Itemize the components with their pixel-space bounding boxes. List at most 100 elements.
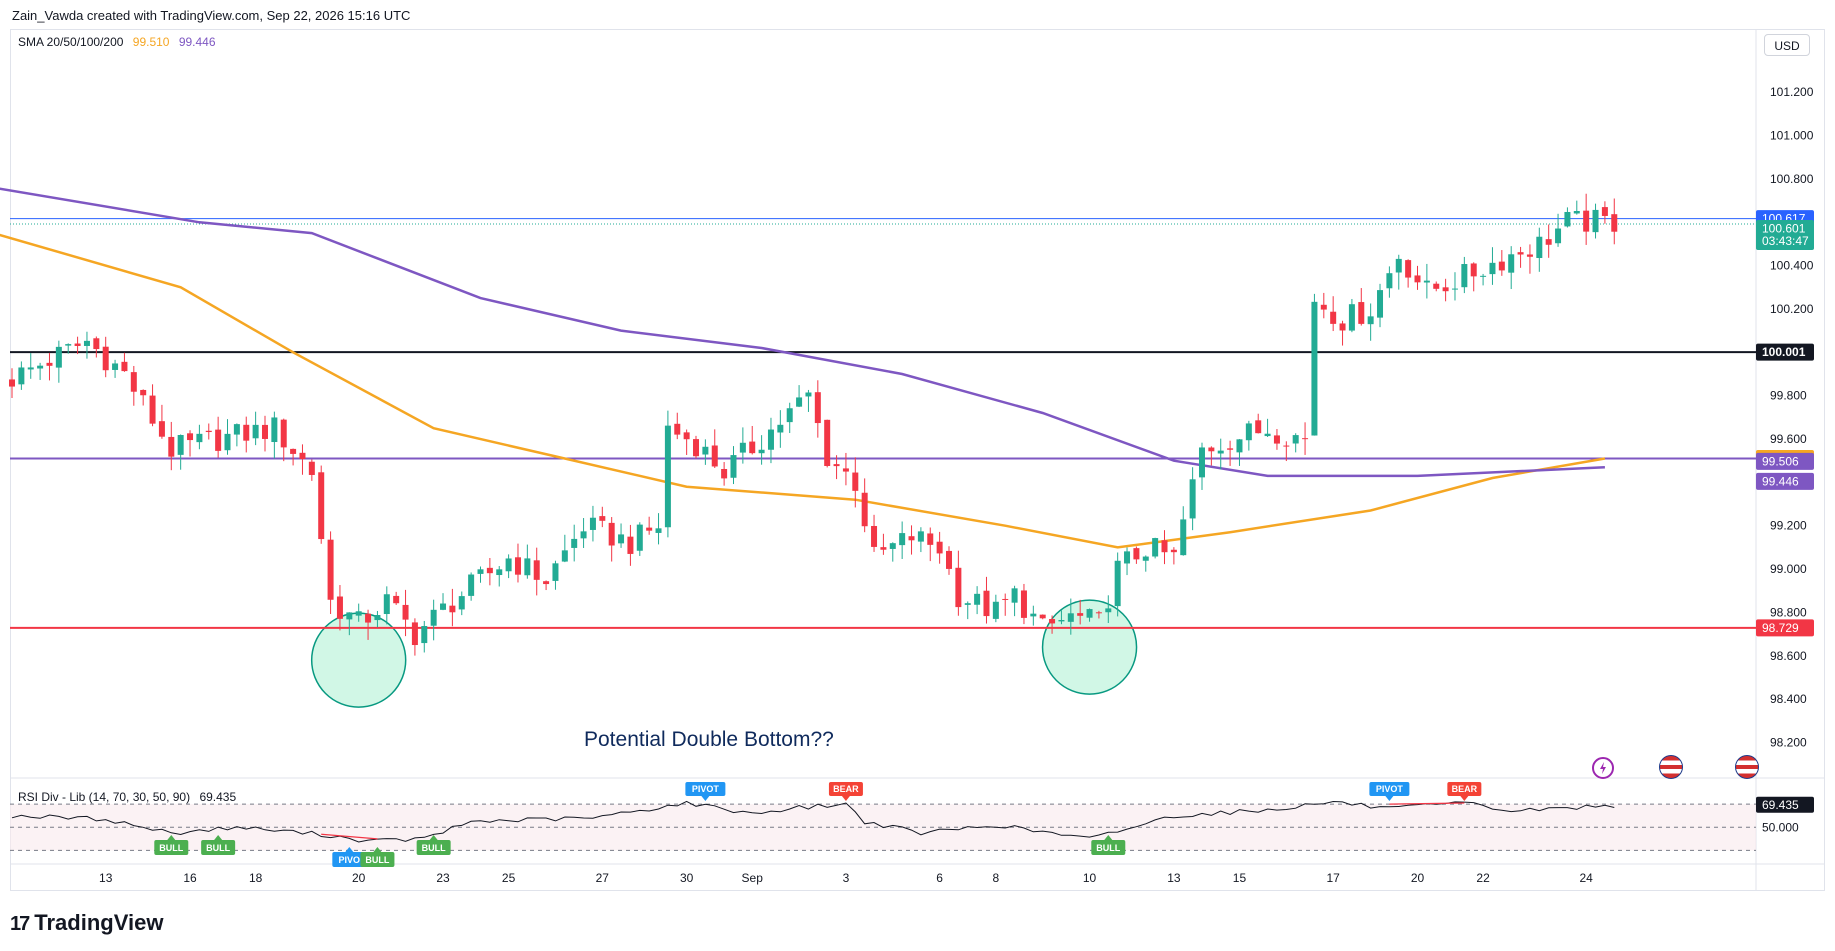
signal-label: BEAR [1452, 784, 1478, 794]
candle-body [299, 452, 306, 460]
candle-body [1002, 598, 1009, 600]
rsi-divergence-line [321, 833, 378, 840]
price-tick-label: 98.800 [1770, 605, 1807, 619]
candle-body [1198, 447, 1205, 478]
candle-body [9, 379, 15, 387]
candle-body [112, 363, 119, 370]
candle-body [327, 539, 334, 600]
candle-body [767, 429, 774, 450]
price-tick-label: 99.800 [1770, 389, 1807, 403]
candle-body [346, 612, 353, 620]
candle-body [833, 464, 840, 467]
candle-body [1161, 540, 1168, 553]
rsi-value-label: 69.435 [1762, 798, 1799, 812]
candle-body [721, 468, 728, 479]
candle-body [599, 516, 606, 521]
candle-body [1414, 275, 1421, 283]
rsi-legend-label: RSI Div - Lib (14, 70, 30, 50, 90) [18, 790, 191, 804]
candle-body [730, 455, 737, 478]
candle-body [964, 603, 971, 605]
candle-body [1536, 236, 1543, 259]
sma-value-purple: 99.446 [178, 35, 216, 49]
time-tick-label: 25 [502, 871, 516, 885]
candle-body [983, 590, 990, 617]
candle-body [927, 533, 934, 545]
candle-body [814, 392, 821, 424]
candle-body [608, 522, 615, 546]
price-tick-label: 98.600 [1770, 649, 1807, 663]
time-tick-label: 10 [1083, 871, 1097, 885]
signal-label: BULL [206, 843, 230, 853]
chart-header: Zain_Vawda created with TradingView.com,… [12, 8, 411, 23]
candle-body [224, 433, 231, 451]
sma-legend[interactable]: SMA 20/50/100/200 99.510 99.446 [18, 35, 216, 49]
candle-body [505, 558, 512, 572]
candle-body [1592, 209, 1599, 233]
candle-body [1489, 262, 1496, 275]
candle-body [524, 558, 531, 576]
price-label-bg [1756, 619, 1814, 637]
rsi-value-bg [1756, 796, 1814, 813]
candle-body [355, 611, 362, 616]
lightning-icon[interactable] [1592, 757, 1614, 779]
chart-frame [10, 29, 1825, 891]
rsi-line [11, 800, 1615, 843]
currency-button[interactable]: USD [1764, 34, 1810, 56]
candle-body [1086, 609, 1093, 618]
candle-body [1152, 538, 1159, 557]
candle-body [796, 397, 803, 407]
candle-body [1395, 258, 1402, 273]
candle-body [102, 346, 109, 371]
candle-body [1030, 613, 1037, 617]
signal-label: BULL [422, 843, 446, 853]
time-tick-label: 20 [352, 871, 366, 885]
price-tick-label: 101.000 [1770, 129, 1814, 143]
candle-body [1245, 423, 1252, 441]
time-tick-label: 17 [1326, 871, 1340, 885]
rsi-level-label: 50.000 [1762, 820, 1799, 834]
candle-body [336, 596, 343, 619]
time-tick-label: 27 [596, 871, 610, 885]
candle-body [758, 449, 765, 454]
candle-body [1011, 588, 1018, 603]
us-flag-icon[interactable] [1659, 755, 1683, 779]
candle-body [899, 533, 906, 546]
tradingview-logo[interactable]: 17 TradingView [10, 910, 163, 936]
candle-body [477, 569, 484, 574]
signal-label: BULL [159, 843, 183, 853]
candle-body [318, 472, 325, 540]
price-tick-label: 100.400 [1770, 259, 1814, 273]
candle-body [777, 424, 784, 433]
candle-body [1227, 448, 1234, 450]
time-tick-label: 16 [183, 871, 197, 885]
signal-label: BULL [1096, 843, 1120, 853]
candle-body [1433, 283, 1440, 289]
candle-body [946, 550, 952, 569]
candle-body [992, 601, 999, 619]
double-bottom-circle [1041, 599, 1138, 695]
candle-body [936, 541, 943, 554]
us-flag-icon[interactable] [1735, 755, 1759, 779]
time-tick-label: 13 [99, 871, 113, 885]
candle-body [618, 534, 625, 544]
candle-body [430, 609, 437, 626]
sma-value-orange: 99.510 [132, 35, 170, 49]
candle-body [1386, 273, 1393, 289]
sma-line-orange [0, 233, 1606, 549]
signal-arrow [1385, 796, 1394, 801]
candle-body [1377, 290, 1384, 318]
candle-body [158, 421, 165, 437]
candle-body [955, 567, 962, 608]
candle-body [1526, 254, 1533, 257]
candle-body [655, 528, 662, 533]
candle-body [1077, 613, 1084, 616]
candle-body [589, 517, 596, 530]
rsi-legend[interactable]: RSI Div - Lib (14, 70, 30, 50, 90) 69.43… [18, 790, 236, 804]
candle-body [805, 392, 812, 397]
candle-body [271, 417, 278, 443]
signal-arrow [701, 796, 710, 801]
candle-body [140, 389, 147, 396]
candle-body [1133, 548, 1140, 560]
candle-body [1601, 207, 1608, 216]
